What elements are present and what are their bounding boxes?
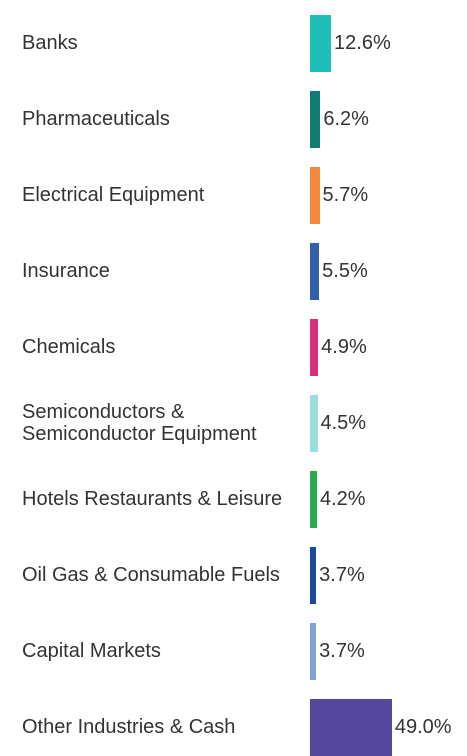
value-label: 5.7%	[322, 184, 369, 206]
bar	[310, 699, 392, 756]
value-label: 3.7%	[319, 640, 365, 662]
category-label: Banks	[22, 32, 78, 54]
value-label: 49.0%	[394, 716, 452, 738]
category-label: Chemicals	[22, 336, 116, 358]
category-label: Semiconductors & Semiconductor Equipment	[22, 401, 257, 445]
bar	[310, 471, 317, 528]
category-label: Oil Gas & Consumable Fuels	[22, 564, 280, 586]
bar	[310, 15, 332, 72]
value-label: 4.5%	[320, 412, 367, 434]
bar	[310, 91, 321, 148]
value-label: 6.2%	[323, 108, 369, 130]
category-label: Capital Markets	[22, 640, 161, 662]
category-label: Pharmaceuticals	[22, 108, 170, 130]
bar	[310, 623, 317, 680]
bar	[310, 395, 318, 452]
value-label: 3.7%	[319, 564, 365, 586]
value-label: 4.9%	[321, 336, 367, 358]
bar	[310, 319, 319, 376]
bar	[310, 167, 320, 224]
value-label: 5.5%	[322, 260, 368, 282]
bar	[310, 243, 320, 300]
value-label: 4.2%	[320, 488, 366, 510]
category-label: Other Industries & Cash	[22, 716, 236, 738]
value-label: 12.6%	[334, 32, 391, 54]
bar	[310, 547, 317, 604]
category-label: Electrical Equipment	[22, 184, 205, 206]
category-label: Hotels Restaurants & Leisure	[22, 488, 283, 510]
category-label: Insurance	[22, 260, 110, 282]
